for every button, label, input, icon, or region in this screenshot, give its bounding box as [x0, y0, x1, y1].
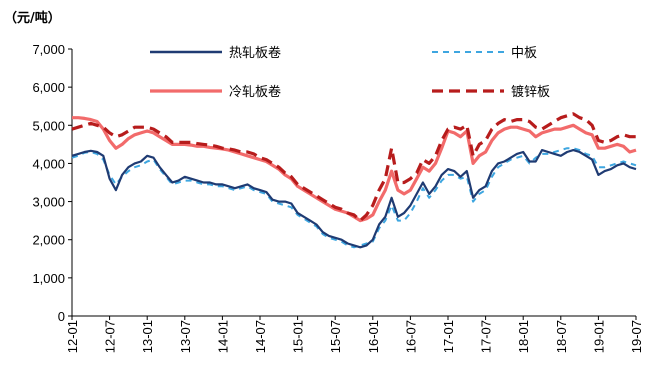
y-tick-label: 7,000 [32, 42, 65, 57]
legend-label-2: 冷轧板卷 [229, 84, 281, 100]
series-layer [71, 112, 637, 249]
x-tick-label: 12-07 [103, 320, 118, 353]
x-tick-label: 18-01 [516, 320, 531, 353]
x-tick-label: 18-07 [554, 320, 569, 353]
x-tick-label: 19-07 [629, 320, 644, 353]
y-tick-label: 5,000 [32, 118, 65, 133]
legend-label-0: 热轧板卷 [229, 45, 281, 61]
y-tick-label: 3,000 [32, 195, 65, 210]
x-tick-label: 15-07 [328, 320, 343, 353]
y-axis-unit-label: （元/吨） [4, 10, 61, 26]
x-tick-label: 13-01 [140, 320, 155, 353]
x-tick-label: 16-07 [403, 320, 418, 353]
x-tick-label: 19-01 [591, 320, 606, 353]
y-tick-label: 2,000 [32, 233, 65, 248]
x-tick-label: 13-07 [178, 320, 193, 353]
x-tick-label: 17-01 [441, 320, 456, 353]
legend-label-1: 中板 [511, 46, 537, 61]
x-tick-label: 15-01 [291, 320, 306, 353]
x-tick-label: 16-01 [366, 320, 381, 353]
series-line-0 [71, 149, 637, 249]
legend-label-3: 镀锌板 [511, 84, 550, 100]
y-tick-label: 6,000 [32, 80, 65, 95]
x-tick-label: 14-07 [253, 320, 268, 353]
series-line-3 [71, 112, 636, 223]
x-axis: 12-01 12-07 13-01 13-07 14-01 14-07 15-01 15-07… [65, 315, 644, 353]
x-tick-label: 12-01 [65, 320, 80, 353]
series-line-2 [72, 116, 637, 223]
x-tick-label: 17-07 [479, 320, 494, 353]
series-line-1 [71, 147, 637, 249]
y-axis: 0 1,000 2,000 3,000 4,000 5,000 6,000 7,000 [32, 42, 73, 324]
y-tick-label: 4,000 [32, 156, 65, 171]
y-tick-label: 1,000 [32, 271, 65, 286]
y-tick-label: 0 [58, 309, 65, 324]
x-tick-label: 14-01 [215, 320, 230, 353]
